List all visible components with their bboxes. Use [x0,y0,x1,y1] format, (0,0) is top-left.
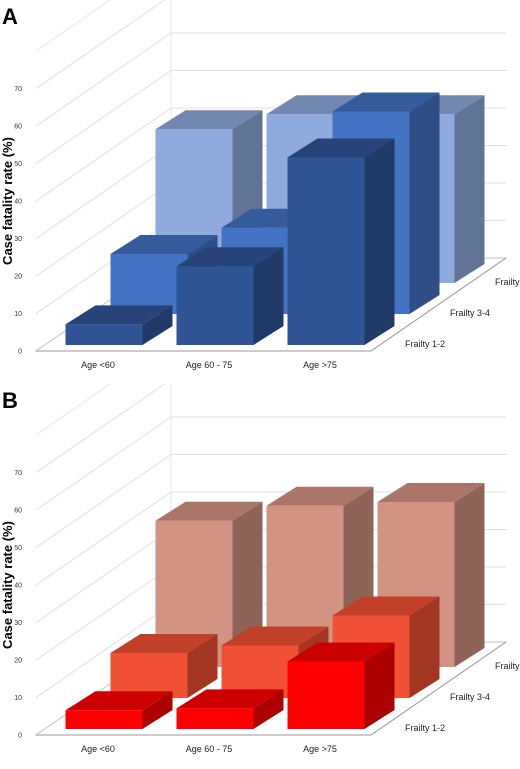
y-tick-label: 20 [14,658,22,665]
y-tick-label: 10 [14,695,22,702]
bar-top [155,501,263,521]
bar-front [287,661,365,729]
y-tick-label: 20 [14,274,22,281]
bar-side [409,596,440,698]
bar [65,691,173,729]
panel-letter: B [2,388,18,413]
series-label: Frailty 3-4 [450,308,490,318]
bar [176,689,284,729]
series-label: Frailty 5-9 [495,277,520,287]
bar-top [176,247,284,267]
y-tick-label: 10 [14,311,22,318]
bar-side [364,642,395,729]
bar-side [232,501,263,667]
y-axis-label: Case fatality rate (%) [0,521,15,649]
y-tick-label: 40 [14,199,22,206]
gridline [35,384,111,436]
series-label: Frailty 3-4 [450,692,490,702]
bar-top [287,642,395,662]
panel-letter: A [2,4,18,29]
bar-front [287,157,365,345]
series-label: Frailty 1-2 [405,723,445,733]
bar-front [176,708,254,729]
y-tick-label: 30 [14,236,22,243]
gridline [35,0,111,52]
series-label: Frailty 5-9 [495,661,520,671]
bar-top [332,92,440,112]
y-tick-label: 70 [14,470,22,477]
bar-side [142,691,173,729]
chart-panel-b: 0 10 20 30 40 50 60 70 Age <60 Age 60 - 75 Age >75… [0,384,520,769]
bar-top [332,596,440,616]
bar-front [110,653,188,698]
chart-3d-1: 0 10 20 30 40 50 60 70 Age <60 Age 60 - 75 Age >75… [0,384,520,754]
bar [65,305,173,345]
y-tick-label: 40 [14,583,22,590]
y-axis-label: Case fatality rate (%) [0,137,15,265]
y-tick-label: 0 [18,733,22,740]
bar-top [176,689,284,709]
bar-side [253,247,284,345]
bar-front [65,324,143,345]
bar-side [364,138,395,345]
x-tick-label: Age 60 - 75 [186,360,233,370]
bar-front [110,254,188,314]
bar-front [221,645,299,698]
bar [287,138,395,345]
floor-edge [370,641,507,736]
bar [287,642,395,729]
gridline [35,384,166,473]
chart-panel-a: 0 10 20 30 40 50 60 70 Age <60 Age 60 - 75 Age >75… [0,0,520,384]
bar-top [266,486,374,506]
y-tick-label: 50 [14,161,22,168]
bar-side [142,305,173,345]
bar-front [176,266,254,345]
chart-3d-0: 0 10 20 30 40 50 60 70 Age <60 Age 60 - 75 Age >75… [0,0,520,370]
bar-side [454,95,485,283]
y-tick-label: 50 [14,545,22,552]
y-tick-label: 0 [18,349,22,356]
x-tick-label: Age 60 - 75 [186,744,233,754]
x-tick-label: Age >75 [303,744,337,754]
gridline [35,0,166,89]
bar-top [155,110,263,130]
bar-top [110,235,218,254]
bar [110,634,218,698]
x-tick-label: Age >75 [303,360,337,370]
bar-side [253,689,284,729]
floor-edge [370,257,507,352]
bar [176,247,284,345]
bar-top [65,691,173,711]
bar-side [454,483,485,667]
chart-svg-a: 0 10 20 30 40 50 60 70 Age <60 Age 60 - 75 Age >75… [0,0,520,370]
y-tick-label: 60 [14,124,22,131]
bar-side [409,92,440,314]
chart-svg-b: 0 10 20 30 40 50 60 70 Age <60 Age 60 - 75 Age >75… [0,384,520,754]
x-tick-label: Age <60 [81,360,115,370]
bar-top [65,305,173,325]
y-tick-label: 30 [14,620,22,627]
y-tick-label: 70 [14,86,22,93]
bar-top [287,138,395,158]
series-label: Frailty 1-2 [405,339,445,349]
bar-side [187,634,218,698]
x-tick-label: Age <60 [81,744,115,754]
bar-top [221,626,329,646]
bar-front [65,710,143,729]
bar-top [110,634,218,653]
y-tick-label: 60 [14,508,22,515]
bar-top [377,483,485,502]
